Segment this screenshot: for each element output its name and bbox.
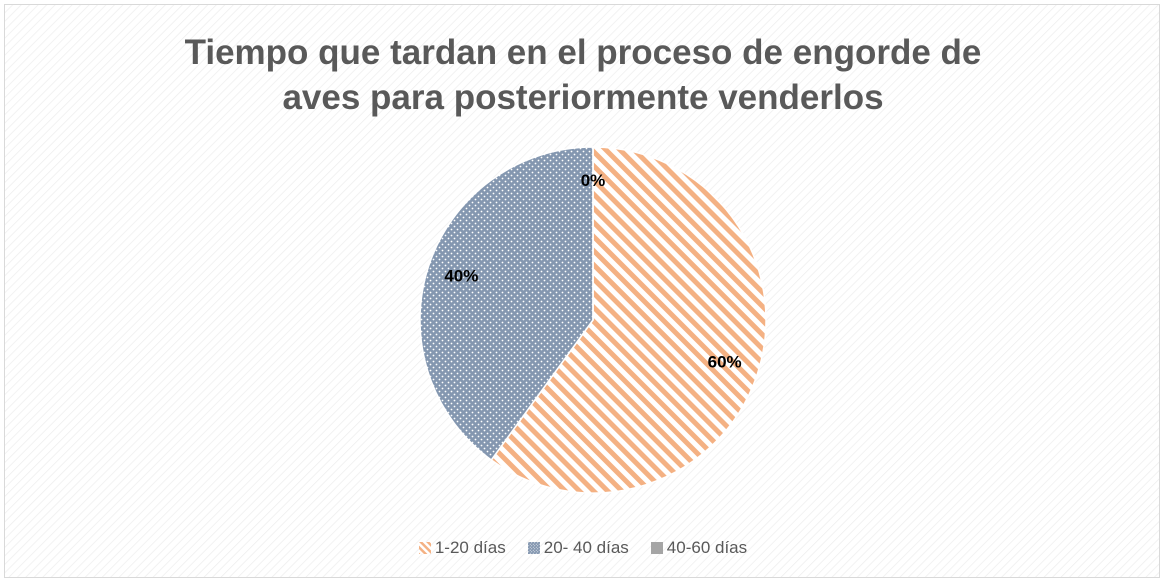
chart-title: Tiempo que tardan en el proceso de engor… — [184, 33, 982, 117]
legend-marker — [527, 542, 540, 554]
legend-marker — [650, 542, 663, 554]
legend-marker — [418, 542, 431, 554]
data-label: 0% — [581, 171, 606, 190]
legend-entry: 1-20 días — [418, 538, 506, 558]
legend-label: 20- 40 días — [543, 538, 629, 557]
chart-border — [4, 4, 1160, 578]
data-label: 40% — [444, 267, 478, 286]
legend-label: 1-20 días — [434, 538, 506, 557]
legend-label: 40-60 días — [666, 538, 748, 557]
legend-entry: 40-60 días — [650, 538, 748, 558]
legend-entry: 20- 40 días — [527, 538, 629, 558]
data-label: 60% — [708, 352, 742, 371]
legend: 1-20 días 20- 40 días 40-60 días — [0, 538, 1166, 558]
pie-slice — [490, 146, 767, 494]
pie-slice — [419, 146, 594, 462]
